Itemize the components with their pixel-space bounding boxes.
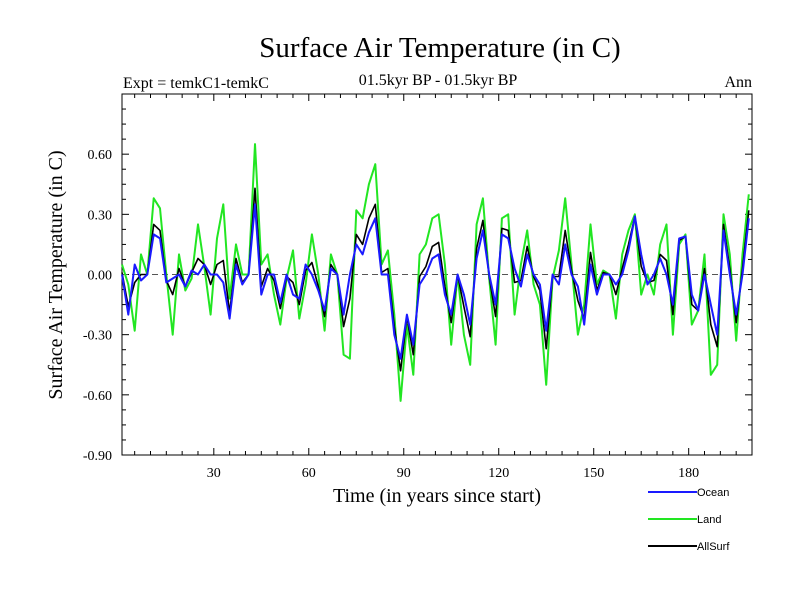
series-line-allsurf <box>121 187 750 372</box>
chart-subtitle: 01.5kyr BP - 01.5kyr BP <box>359 72 518 89</box>
x-tick-label: 90 <box>397 466 411 481</box>
y-tick-label: -0.90 <box>83 449 112 464</box>
y-tick-label: -0.30 <box>83 329 112 344</box>
legend-label-ocean: Ocean <box>697 487 729 499</box>
x-axis: 30 60 90 120 150 180 <box>134 94 737 481</box>
series-line-land <box>121 143 750 402</box>
legend-label-allsurf: AllSurf <box>697 541 730 553</box>
series-line-ocean <box>121 203 750 360</box>
x-tick-label: 30 <box>207 466 221 481</box>
series-layer <box>121 143 750 402</box>
legend: Ocean Land AllSurf <box>648 487 730 553</box>
y-tick-label: -0.60 <box>83 389 112 404</box>
x-tick-label: 180 <box>678 466 699 481</box>
x-tick-label: 60 <box>302 466 316 481</box>
x-tick-label: 150 <box>583 466 604 481</box>
x-axis-label: Time (in years since start) <box>333 485 541 507</box>
y-tick-label: 0.30 <box>88 208 113 223</box>
chart-right-label: Ann <box>724 74 752 91</box>
y-tick-label: 0.60 <box>88 148 113 163</box>
y-axis: -0.90 -0.60 -0.30 0.00 0.30 0.60 <box>83 93 752 464</box>
legend-label-land: Land <box>697 514 721 526</box>
chart-left-label: Expt = temkC1-temkC <box>123 75 269 92</box>
chart-title: Surface Air Temperature (in C) <box>259 32 620 64</box>
y-tick-label: 0.00 <box>88 269 113 284</box>
x-tick-label: 120 <box>488 466 509 481</box>
y-axis-label: Surface Air Temperature (in C) <box>45 150 67 399</box>
